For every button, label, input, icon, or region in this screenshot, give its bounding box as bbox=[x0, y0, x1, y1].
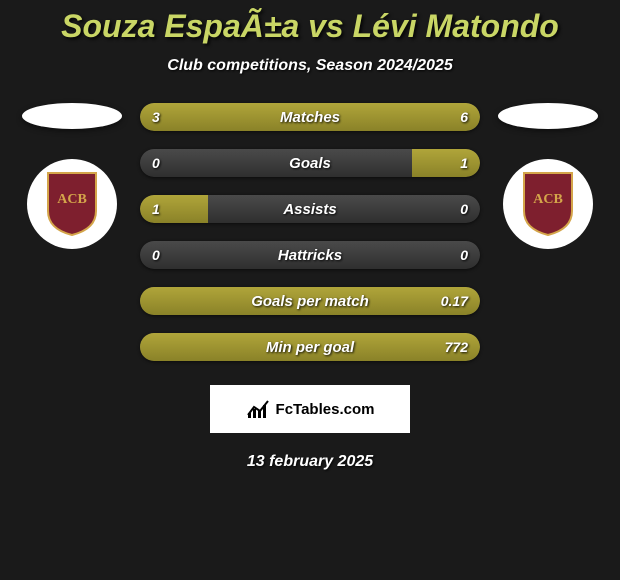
date-label: 13 february 2025 bbox=[0, 453, 620, 471]
stat-bar: Hattricks0 0 bbox=[140, 241, 480, 269]
bar-value-left: 0 bbox=[152, 149, 160, 177]
badge-circle: ACB bbox=[503, 159, 593, 249]
club-badge-right: ACB bbox=[503, 159, 593, 249]
stat-bar: Min per goal772 bbox=[140, 333, 480, 361]
club-badge-left: ACB bbox=[27, 159, 117, 249]
badge-circle: ACB bbox=[27, 159, 117, 249]
shield-icon: ACB bbox=[520, 171, 576, 237]
bar-value-right: 0 bbox=[460, 241, 468, 269]
bar-value-left: 0 bbox=[152, 241, 160, 269]
bar-value-right: 772 bbox=[445, 333, 468, 361]
player-photo-placeholder-right bbox=[498, 103, 598, 129]
brand-text: FcTables.com bbox=[276, 401, 375, 418]
bar-label: Goals per match bbox=[140, 287, 480, 315]
svg-text:ACB: ACB bbox=[57, 192, 87, 207]
stats-area: ACB Matches36Goals01Assists10Hattricks00… bbox=[0, 103, 620, 361]
bar-value-right: 0 bbox=[460, 195, 468, 223]
bar-value-right: 6 bbox=[460, 103, 468, 131]
svg-text:ACB: ACB bbox=[533, 192, 563, 207]
bar-value-right: 0.17 bbox=[441, 287, 468, 315]
comparison-card: Souza EspaÃ±a vs Lévi Matondo Club compe… bbox=[0, 0, 620, 580]
bar-label: Matches bbox=[140, 103, 480, 131]
chart-icon bbox=[246, 399, 270, 419]
right-player-column: ACB bbox=[488, 103, 608, 249]
bar-value-right: 1 bbox=[460, 149, 468, 177]
player-photo-placeholder-left bbox=[22, 103, 122, 129]
bar-label: Hattricks bbox=[140, 241, 480, 269]
bar-label: Min per goal bbox=[140, 333, 480, 361]
left-player-column: ACB bbox=[12, 103, 132, 249]
bar-label: Goals bbox=[140, 149, 480, 177]
shield-icon: ACB bbox=[44, 171, 100, 237]
stat-bar: Matches3 6 bbox=[140, 103, 480, 131]
bar-value-left: 1 bbox=[152, 195, 160, 223]
subtitle: Club competitions, Season 2024/2025 bbox=[0, 57, 620, 75]
page-title: Souza EspaÃ±a vs Lévi Matondo bbox=[0, 8, 620, 45]
stat-bar: Assists1 0 bbox=[140, 195, 480, 223]
stat-bar: Goals0 1 bbox=[140, 149, 480, 177]
brand-box[interactable]: FcTables.com bbox=[210, 385, 410, 433]
stat-bars: Matches36Goals01Assists10Hattricks00Goal… bbox=[140, 103, 480, 361]
bar-value-left: 3 bbox=[152, 103, 160, 131]
bar-label: Assists bbox=[140, 195, 480, 223]
stat-bar: Goals per match0.17 bbox=[140, 287, 480, 315]
